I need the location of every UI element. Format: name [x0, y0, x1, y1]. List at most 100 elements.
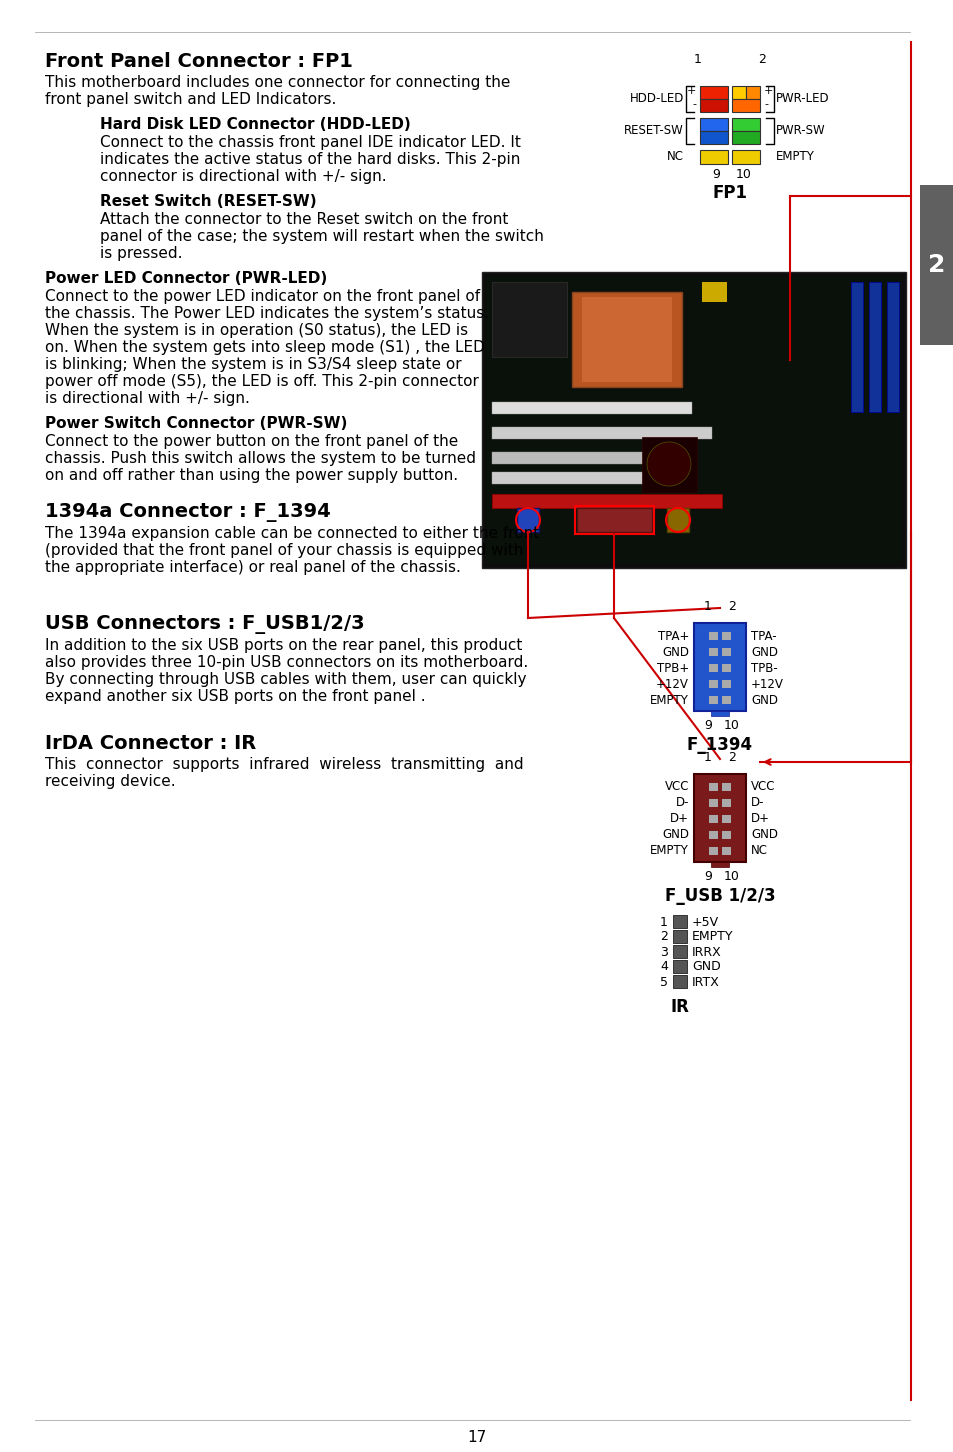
- Bar: [731, 118, 760, 131]
- Bar: [731, 99, 760, 112]
- Text: TPA+: TPA+: [657, 630, 688, 642]
- Text: 10: 10: [723, 870, 740, 883]
- Text: 2: 2: [727, 751, 735, 764]
- Bar: [492, 282, 566, 357]
- Text: 1394a Connector : F_1394: 1394a Connector : F_1394: [45, 502, 331, 523]
- Text: +12V: +12V: [656, 678, 688, 691]
- Text: RESET-SW: RESET-SW: [623, 125, 683, 138]
- Bar: [492, 472, 691, 484]
- Text: Front Panel Connector : FP1: Front Panel Connector : FP1: [45, 52, 353, 71]
- Bar: [701, 282, 726, 302]
- Text: GND: GND: [750, 829, 778, 842]
- Bar: [492, 402, 691, 414]
- Circle shape: [646, 441, 690, 486]
- Text: connector is directional with +/- sign.: connector is directional with +/- sign.: [100, 168, 386, 184]
- Bar: [708, 799, 718, 807]
- Text: NC: NC: [750, 845, 767, 858]
- Text: EMPTY: EMPTY: [775, 151, 814, 164]
- Text: D+: D+: [669, 813, 688, 826]
- Text: 1: 1: [703, 600, 711, 613]
- Text: F_1394: F_1394: [686, 736, 752, 754]
- Text: 2: 2: [659, 931, 667, 944]
- Text: Attach the connector to the Reset switch on the front: Attach the connector to the Reset switch…: [100, 212, 508, 227]
- Bar: [672, 945, 686, 958]
- Bar: [868, 282, 880, 412]
- Bar: [492, 452, 671, 465]
- Text: PWR-LED: PWR-LED: [775, 93, 829, 106]
- Bar: [708, 664, 718, 672]
- Bar: [577, 508, 651, 531]
- Text: TPB-: TPB-: [750, 662, 777, 675]
- Bar: [710, 711, 728, 716]
- Bar: [721, 680, 730, 688]
- Bar: [708, 815, 718, 823]
- Bar: [850, 282, 862, 412]
- Bar: [666, 508, 688, 531]
- Text: This motherboard includes one connector for connecting the: This motherboard includes one connector …: [45, 76, 510, 90]
- Bar: [575, 505, 654, 534]
- Bar: [721, 847, 730, 855]
- Bar: [572, 292, 681, 388]
- Bar: [672, 974, 686, 987]
- Text: D+: D+: [750, 813, 769, 826]
- Text: chassis. Push this switch allows the system to be turned: chassis. Push this switch allows the sys…: [45, 452, 476, 466]
- Text: (provided that the front panel of your chassis is equipped with: (provided that the front panel of your c…: [45, 543, 523, 558]
- Text: 5: 5: [659, 976, 667, 989]
- Text: -: -: [763, 99, 767, 109]
- Text: is pressed.: is pressed.: [100, 245, 182, 261]
- Text: In addition to the six USB ports on the rear panel, this product: In addition to the six USB ports on the …: [45, 637, 522, 653]
- Bar: [641, 437, 697, 492]
- Text: 10: 10: [736, 168, 751, 182]
- Text: -: -: [691, 99, 696, 109]
- Text: Connect to the power LED indicator on the front panel of: Connect to the power LED indicator on th…: [45, 289, 479, 303]
- Bar: [672, 915, 686, 928]
- Text: also provides three 10-pin USB connectors on its motherboard.: also provides three 10-pin USB connector…: [45, 655, 528, 669]
- Text: Power LED Connector (PWR-LED): Power LED Connector (PWR-LED): [45, 272, 327, 286]
- Text: TPB+: TPB+: [656, 662, 688, 675]
- Bar: [481, 272, 905, 568]
- Text: GND: GND: [750, 694, 778, 707]
- Text: 4: 4: [659, 961, 667, 973]
- Bar: [693, 623, 745, 711]
- Text: PWR-SW: PWR-SW: [775, 125, 824, 138]
- Text: D-: D-: [750, 797, 763, 810]
- Bar: [919, 184, 953, 346]
- Text: 2: 2: [727, 600, 735, 613]
- Bar: [581, 298, 671, 382]
- Text: FP1: FP1: [712, 184, 747, 202]
- Bar: [485, 276, 901, 563]
- Bar: [492, 427, 711, 439]
- Text: 3: 3: [659, 945, 667, 958]
- Bar: [886, 282, 898, 412]
- Text: 10: 10: [723, 719, 740, 732]
- Text: By connecting through USB cables with them, user can quickly: By connecting through USB cables with th…: [45, 672, 526, 687]
- Text: front panel switch and LED Indicators.: front panel switch and LED Indicators.: [45, 91, 336, 107]
- Bar: [672, 929, 686, 942]
- Text: +: +: [686, 86, 696, 96]
- Text: +: +: [763, 86, 773, 96]
- Text: VCC: VCC: [664, 781, 688, 793]
- Bar: [492, 494, 721, 508]
- Text: 9: 9: [703, 870, 711, 883]
- Text: is directional with +/- sign.: is directional with +/- sign.: [45, 391, 250, 407]
- Text: 2: 2: [927, 253, 944, 277]
- Text: EMPTY: EMPTY: [649, 694, 688, 707]
- Text: D-: D-: [675, 797, 688, 810]
- Bar: [721, 632, 730, 640]
- Text: is blinking; When the system is in S3/S4 sleep state or: is blinking; When the system is in S3/S4…: [45, 357, 461, 372]
- Bar: [708, 632, 718, 640]
- Bar: [708, 783, 718, 791]
- Text: VCC: VCC: [750, 781, 775, 793]
- Bar: [708, 847, 718, 855]
- Text: Connect to the chassis front panel IDE indicator LED. It: Connect to the chassis front panel IDE i…: [100, 135, 520, 150]
- Text: 9: 9: [711, 168, 720, 182]
- Bar: [745, 86, 760, 99]
- Text: HDD-LED: HDD-LED: [629, 93, 683, 106]
- Text: IRRX: IRRX: [691, 945, 721, 958]
- Text: GND: GND: [661, 829, 688, 842]
- Text: power off mode (S5), the LED is off. This 2-pin connector: power off mode (S5), the LED is off. Thi…: [45, 375, 478, 389]
- Text: GND: GND: [750, 646, 778, 659]
- Bar: [693, 774, 745, 862]
- Text: the chassis. The Power LED indicates the system’s status.: the chassis. The Power LED indicates the…: [45, 306, 489, 321]
- Bar: [672, 960, 686, 973]
